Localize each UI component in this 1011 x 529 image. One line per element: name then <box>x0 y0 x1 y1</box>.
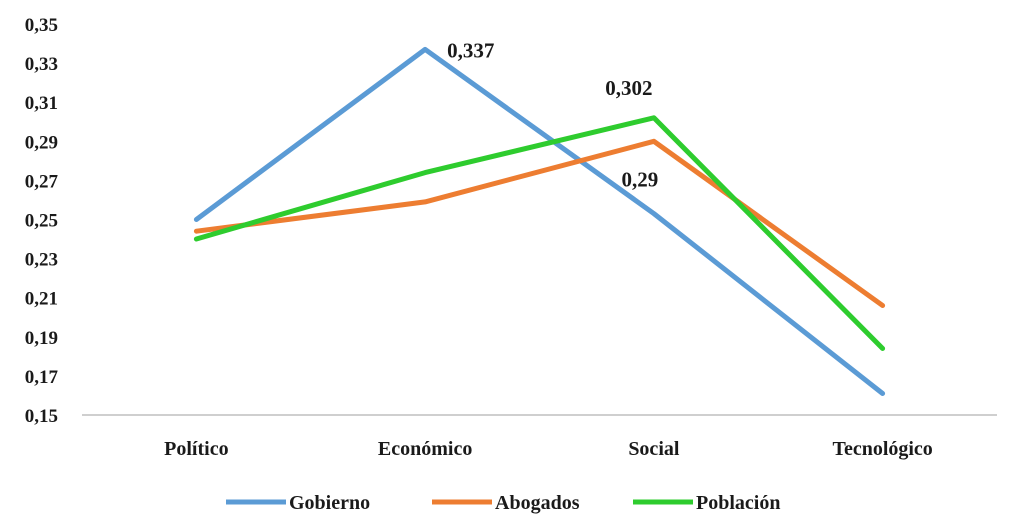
y-tick-label: 0,21 <box>25 289 58 310</box>
data-label: 0,337 <box>447 38 494 62</box>
y-tick-label: 0,17 <box>25 367 59 388</box>
x-axis-ticks: Político Económico Social Tecnológico <box>164 438 933 460</box>
x-tick-label: Económico <box>378 438 472 460</box>
series-line-poblacin <box>193 115 886 351</box>
data-label: 0,302 <box>605 76 652 100</box>
legend: Gobierno Abogados Población <box>226 492 780 514</box>
x-tick-label: Social <box>628 438 680 460</box>
legend-label: Gobierno <box>289 492 370 514</box>
y-tick-label: 0,27 <box>25 171 59 192</box>
y-tick-label: 0,23 <box>25 250 58 271</box>
y-tick-label: 0,33 <box>25 54 58 75</box>
y-tick-label: 0,29 <box>25 132 58 153</box>
x-tick-label: Político <box>164 438 228 460</box>
series-line-gobierno <box>193 46 886 396</box>
y-axis-ticks: 0,15 0,17 0,19 0,21 0,23 0,25 0,27 0,29 0,31 0,33… <box>25 15 59 427</box>
series-lines <box>193 46 886 396</box>
legend-label: Abogados <box>495 492 580 514</box>
series-line-abogados <box>193 138 886 308</box>
x-tick-label: Tecnológico <box>832 438 932 460</box>
data-labels: 0,337 0,302 0,29 <box>447 38 658 191</box>
y-tick-label: 0,15 <box>25 406 58 427</box>
y-tick-label: 0,31 <box>25 93 58 114</box>
y-tick-label: 0,19 <box>25 328 58 349</box>
data-label: 0,29 <box>622 167 659 191</box>
legend-label: Población <box>696 492 780 514</box>
y-tick-label: 0,35 <box>25 15 58 36</box>
y-tick-label: 0,25 <box>25 211 58 232</box>
